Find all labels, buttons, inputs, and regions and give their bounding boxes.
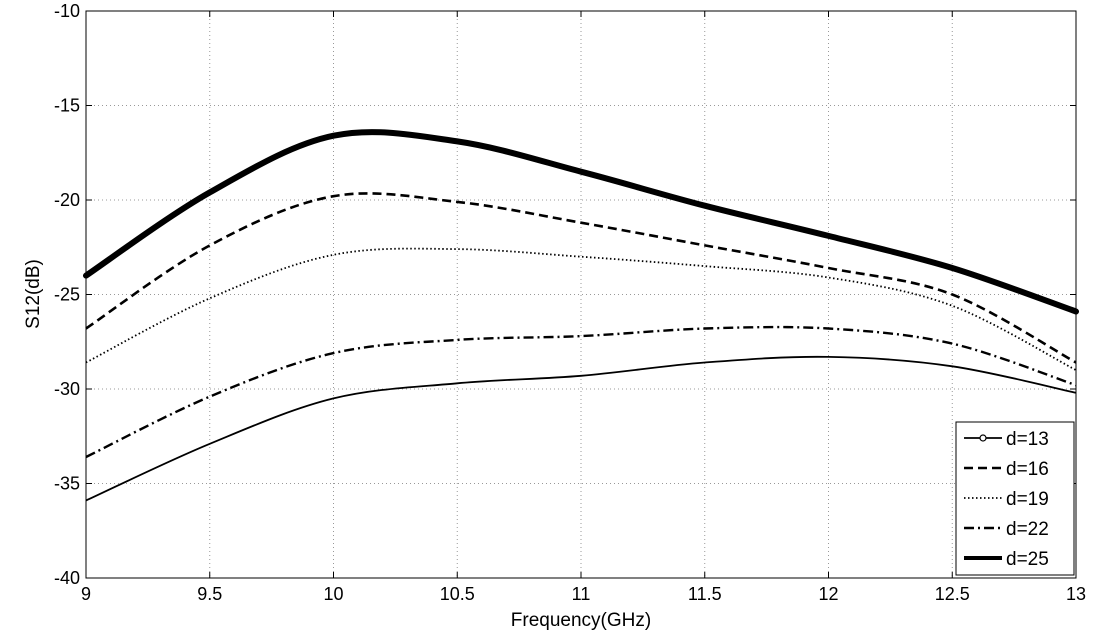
x-tick-label: 11.5 <box>688 584 722 604</box>
legend-marker <box>979 434 987 442</box>
legend-label: d=22 <box>1006 519 1049 540</box>
legend-label: d=16 <box>1006 459 1049 480</box>
series-line-2 <box>85 192 1077 364</box>
x-tick-label: 11 <box>572 584 591 604</box>
series-group <box>83 129 1079 502</box>
x-tick-label: 12.5 <box>935 584 970 604</box>
series-line-3 <box>85 247 1077 371</box>
y-tick-label: -15 <box>54 96 80 116</box>
y-tick-label: -40 <box>54 568 80 588</box>
x-tick-label: 13 <box>1066 584 1086 604</box>
x-tick-label: 10 <box>323 584 343 604</box>
y-tick-label: -20 <box>54 190 80 210</box>
y-tick-label: -10 <box>54 1 80 21</box>
y-axis-label: S12(dB) <box>23 259 44 329</box>
legend-box <box>955 421 1075 576</box>
x-tick-label: 9.5 <box>197 584 222 604</box>
x-tick-label: 9 <box>81 584 91 604</box>
legend-label: d=19 <box>1006 489 1049 510</box>
legend-label: d=25 <box>1006 549 1049 570</box>
legend: d=13 d=16 d=19 d=22 d=25 <box>955 421 1075 576</box>
y-tick-label: -30 <box>54 379 80 399</box>
series-line-5 <box>83 129 1079 315</box>
x-tick-label: 10.5 <box>440 584 475 604</box>
grid <box>86 11 1076 578</box>
y-tick-label: -35 <box>54 474 80 494</box>
x-tick-label: 12 <box>818 584 838 604</box>
series-line-1 <box>85 355 1077 502</box>
axis-ticks: 9 9.5 10 10.5 11 11.5 12 12.5 13 -40 -35 -30 -25 -20 -… <box>54 1 1086 604</box>
y-tick-label: -25 <box>54 285 80 305</box>
legend-label: d=13 <box>1006 429 1049 450</box>
x-axis-label: Frequency(GHz) <box>511 610 651 631</box>
